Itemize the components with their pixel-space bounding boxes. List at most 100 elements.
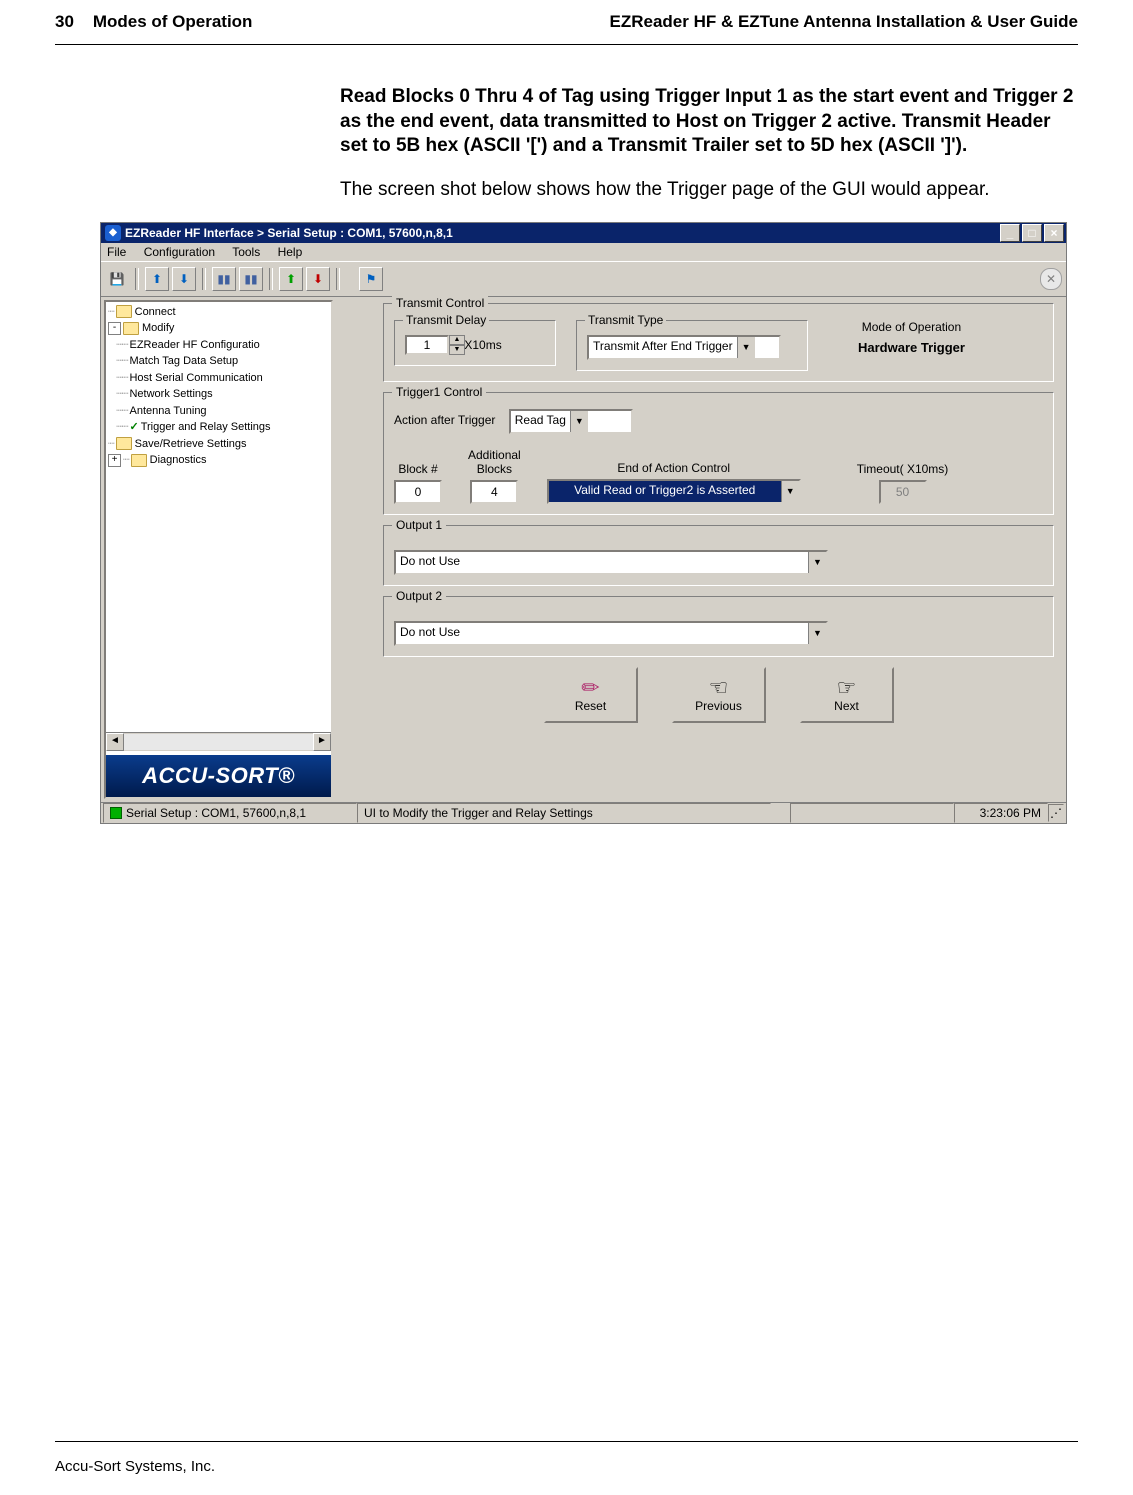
resize-grip-icon[interactable]: ⋰ bbox=[1048, 804, 1064, 822]
app-window: ◆ EZReader HF Interface > Serial Setup :… bbox=[100, 222, 1067, 824]
group-trigger1-control: Trigger1 Control Action after Trigger Re… bbox=[383, 392, 1054, 515]
end-of-action-combo[interactable]: Valid Read or Trigger2 is Asserted ▼ bbox=[547, 479, 801, 504]
reset-label: Reset bbox=[575, 699, 606, 713]
chevron-down-icon[interactable]: ▼ bbox=[781, 481, 799, 502]
tree-save-retrieve[interactable]: Save/Retrieve Settings bbox=[135, 438, 247, 450]
page-header: 30 Modes of Operation EZReader HF & EZTu… bbox=[0, 0, 1133, 40]
nav-tree[interactable]: ┈Connect -Modify ┈┈EZReader HF Configura… bbox=[106, 302, 331, 732]
tree-ezreader-config[interactable]: EZReader HF Configuratio bbox=[129, 339, 259, 351]
toolbar-download-icon[interactable]: ⬇ bbox=[172, 267, 196, 291]
menu-configuration[interactable]: Configuration bbox=[144, 245, 215, 259]
tree-connect[interactable]: Connect bbox=[135, 306, 176, 318]
delay-unit-label: X10ms bbox=[464, 338, 501, 352]
minimize-button[interactable]: _ bbox=[1000, 224, 1020, 242]
hand-left-icon: ☜ bbox=[709, 677, 729, 699]
tree-antenna[interactable]: Antenna Tuning bbox=[129, 405, 206, 417]
statusbar: Serial Setup : COM1, 57600,n,8,1 UI to M… bbox=[101, 802, 1066, 823]
tree-match-tag[interactable]: Match Tag Data Setup bbox=[129, 355, 238, 367]
main-area: ┈Connect -Modify ┈┈EZReader HF Configura… bbox=[101, 297, 1066, 802]
next-button[interactable]: ☞ Next bbox=[800, 667, 894, 723]
output2-combo[interactable]: Do not Use ▼ bbox=[394, 621, 828, 646]
close-button[interactable]: × bbox=[1044, 224, 1064, 242]
end-of-action-label: End of Action Control bbox=[547, 461, 801, 475]
menu-help[interactable]: Help bbox=[278, 245, 303, 259]
action-buttons: ✏ Reset ☜ Previous ☞ Next bbox=[383, 667, 1054, 723]
mode-label: Mode of Operation bbox=[858, 320, 965, 334]
mode-value: Hardware Trigger bbox=[858, 340, 965, 355]
legend-transmit-type: Transmit Type bbox=[585, 313, 666, 327]
chevron-down-icon[interactable]: ▼ bbox=[808, 623, 826, 644]
legend-output1: Output 1 bbox=[392, 518, 446, 532]
output1-value: Do not Use bbox=[396, 552, 808, 573]
transmit-delay-input[interactable] bbox=[405, 335, 449, 355]
timeout-input bbox=[879, 480, 927, 504]
action-after-trigger-combo[interactable]: Read Tag ▼ bbox=[509, 409, 633, 434]
action-after-trigger-value: Read Tag bbox=[511, 411, 570, 432]
maximize-button[interactable]: □ bbox=[1022, 224, 1042, 242]
tree-network[interactable]: Network Settings bbox=[129, 388, 212, 400]
end-of-action-value: Valid Read or Trigger2 is Asserted bbox=[549, 481, 781, 502]
page-footer: Accu-Sort Systems, Inc. bbox=[55, 1458, 215, 1475]
toolbar-flag-icon[interactable]: ⚑ bbox=[359, 267, 383, 291]
additional-blocks-label: AdditionalBlocks bbox=[468, 448, 521, 476]
reset-button[interactable]: ✏ Reset bbox=[544, 667, 638, 723]
brand-banner: ACCU-SORT® bbox=[106, 755, 331, 797]
group-output1: Output 1 Do not Use ▼ bbox=[383, 525, 1054, 586]
spinner-up-icon[interactable]: ▲ bbox=[449, 335, 465, 345]
transmit-delay-spinner[interactable]: ▲▼ bbox=[405, 335, 457, 355]
doc-title: EZReader HF & EZTune Antenna Installatio… bbox=[609, 12, 1078, 32]
group-transmit-delay: Transmit Delay ▲▼ X10ms bbox=[394, 320, 556, 366]
toolbar-download2-icon[interactable]: ⬇ bbox=[306, 267, 330, 291]
check-icon: ✓ bbox=[129, 421, 138, 433]
toolbar-upload-icon[interactable]: ⬆ bbox=[145, 267, 169, 291]
toolbar: 💾 ⬆ ⬇ ▮▮ ▮▮ ⬆ ⬇ ⚑ ✕ bbox=[101, 261, 1066, 297]
menu-file[interactable]: File bbox=[107, 245, 126, 259]
tree-scrollbar[interactable]: ◄ ► bbox=[106, 732, 331, 751]
output2-value: Do not Use bbox=[396, 623, 808, 644]
block-num-label: Block # bbox=[394, 462, 442, 476]
tree-diagnostics[interactable]: Diagnostics bbox=[150, 454, 207, 466]
legend-transmit-delay: Transmit Delay bbox=[403, 313, 489, 327]
chevron-down-icon[interactable]: ▼ bbox=[808, 552, 826, 573]
toolbar-save1-icon[interactable]: ▮▮ bbox=[212, 267, 236, 291]
chevron-down-icon[interactable]: ▼ bbox=[737, 337, 755, 358]
toolbar-disk-icon[interactable]: 💾 bbox=[105, 267, 129, 291]
tree-host-serial[interactable]: Host Serial Communication bbox=[129, 372, 262, 384]
tree-modify[interactable]: Modify bbox=[142, 322, 174, 334]
status-progress bbox=[790, 803, 954, 823]
body-text: Read Blocks 0 Thru 4 of Tag using Trigge… bbox=[340, 85, 1078, 203]
block-num-input[interactable] bbox=[394, 480, 442, 504]
status-time: 3:23:06 PM bbox=[954, 803, 1048, 823]
previous-label: Previous bbox=[695, 699, 742, 713]
group-transmit-type: Transmit Type Transmit After End Trigger… bbox=[576, 320, 808, 371]
spinner-down-icon[interactable]: ▼ bbox=[449, 345, 465, 355]
example-caption: The screen shot below shows how the Trig… bbox=[340, 178, 1078, 203]
status-connection: Serial Setup : COM1, 57600,n,8,1 bbox=[103, 803, 357, 823]
collapse-icon[interactable]: - bbox=[108, 322, 121, 335]
chevron-down-icon[interactable]: ▼ bbox=[570, 411, 588, 432]
toolbar-close-icon[interactable]: ✕ bbox=[1040, 268, 1062, 290]
window-title: EZReader HF Interface > Serial Setup : C… bbox=[125, 226, 453, 240]
titlebar[interactable]: ◆ EZReader HF Interface > Serial Setup :… bbox=[101, 223, 1066, 243]
tree-trigger-relay[interactable]: Trigger and Relay Settings bbox=[141, 421, 271, 433]
scroll-right-icon[interactable]: ► bbox=[313, 733, 331, 751]
footer-rule bbox=[55, 1441, 1078, 1442]
previous-button[interactable]: ☜ Previous bbox=[672, 667, 766, 723]
scroll-left-icon[interactable]: ◄ bbox=[106, 733, 124, 751]
status-description: UI to Modify the Trigger and Relay Setti… bbox=[357, 803, 771, 823]
menubar: File Configuration Tools Help bbox=[101, 243, 1066, 261]
toolbar-upload2-icon[interactable]: ⬆ bbox=[279, 267, 303, 291]
app-icon: ◆ bbox=[105, 225, 121, 241]
toolbar-save2-icon[interactable]: ▮▮ bbox=[239, 267, 263, 291]
expand-icon[interactable]: + bbox=[108, 454, 121, 467]
additional-blocks-input[interactable] bbox=[470, 480, 518, 504]
transmit-type-combo[interactable]: Transmit After End Trigger ▼ bbox=[587, 335, 781, 360]
output1-combo[interactable]: Do not Use ▼ bbox=[394, 550, 828, 575]
header-rule bbox=[55, 44, 1078, 45]
transmit-type-value: Transmit After End Trigger bbox=[589, 337, 737, 358]
page-number: 30 Modes of Operation bbox=[55, 12, 252, 32]
legend-trigger1: Trigger1 Control bbox=[392, 385, 486, 399]
legend-output2: Output 2 bbox=[392, 589, 446, 603]
example-heading: Read Blocks 0 Thru 4 of Tag using Trigge… bbox=[340, 85, 1078, 159]
menu-tools[interactable]: Tools bbox=[232, 245, 260, 259]
